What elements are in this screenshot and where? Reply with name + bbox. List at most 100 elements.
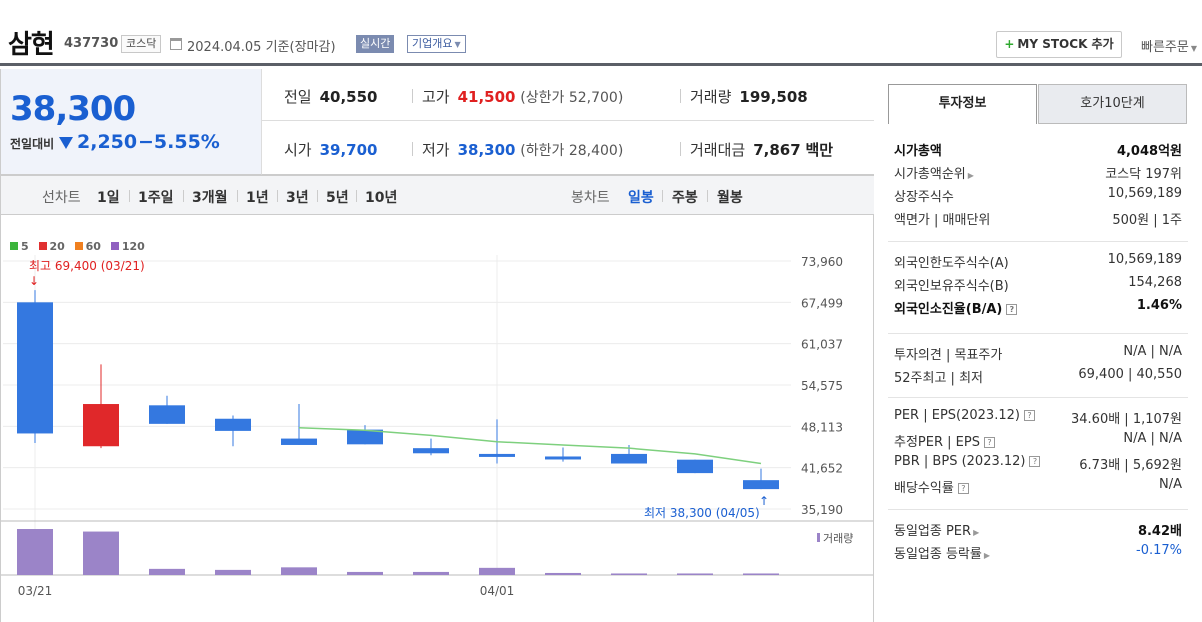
info-row[interactable]: 동일업종 등락률 ▶ -0.17% [888, 539, 1188, 562]
quote-label: 거래대금 [690, 141, 746, 159]
volume-bar [611, 573, 647, 575]
candle-monthly[interactable]: 월봉 [717, 190, 743, 206]
quote-open: 시가 39,700 [284, 139, 378, 160]
info-row: 52주최고 | 최저 69,400 | 40,550 [888, 363, 1188, 386]
quick-order-dropdown[interactable]: 빠른주문 ▼ [1141, 36, 1197, 55]
candle-body [479, 453, 515, 457]
candle-body [17, 302, 53, 434]
market-badge: 코스닥 [121, 35, 162, 53]
quote-value: 39,700 [319, 141, 378, 159]
arrow-down-icon: ↓ [29, 274, 39, 288]
period-5y[interactable]: 5년 [326, 190, 349, 206]
period-3m[interactable]: 3개월 [192, 190, 228, 206]
info-group-foreign: 외국인한도주식수(A) 10,569,189 외국인보유주식수(B) 154,268 외… [888, 241, 1188, 317]
y-tick-label: 73,960 [801, 255, 843, 269]
info-row[interactable]: 시가총액순위 ▶ 코스닥 197위 [888, 159, 1188, 182]
price-chart: 5 20 60 120 73,960 67,499 61,037 54,575 48,1… [0, 215, 874, 622]
candle-daily[interactable]: 일봉 [628, 190, 654, 206]
chart-canvas[interactable]: 73,960 67,499 61,037 54,575 48,113 41,652 35,1… [1, 215, 873, 622]
chevron-right-icon: ▶ [973, 528, 980, 537]
y-tick-label: 35,190 [801, 503, 843, 517]
info-key-text: 동일업종 등락률 [894, 547, 982, 562]
date-basis: 2024.04.05 기준(장마감) [187, 36, 336, 55]
info-key-text: PBR | BPS (2023.12) [894, 454, 1026, 469]
realtime-button[interactable]: 실시간 [356, 35, 395, 53]
info-row: 추정PER | EPS? N/A | N/A [888, 427, 1188, 450]
info-value: 500원 | 1주 [1112, 213, 1182, 228]
legend-ma5: 5 [10, 240, 29, 253]
candle-weekly[interactable]: 주봉 [672, 190, 698, 206]
info-key: 시가총액순위 ▶ [894, 163, 974, 182]
help-icon[interactable]: ? [1006, 304, 1018, 315]
volume-bar [149, 568, 185, 575]
info-key-text: 동일업종 PER [894, 524, 972, 539]
info-tabs: 투자정보 호가10단계 [888, 84, 1188, 124]
volume-bar [347, 571, 383, 575]
info-value: 6.73배 | 5,692원 [1079, 458, 1182, 473]
divider [129, 190, 130, 202]
info-key: 외국인한도주식수(A) [894, 252, 1009, 271]
legend-label: 60 [85, 240, 101, 253]
info-row: 투자의견 | 목표주가 N/A | N/A [888, 340, 1188, 363]
period-1y[interactable]: 1년 [246, 190, 269, 206]
info-key: PER | EPS(2023.12)? [894, 408, 1035, 423]
caret-down-icon: ▼ [454, 40, 461, 49]
info-key-text: 외국인한도주식수(A) [894, 256, 1009, 271]
candle-body [215, 418, 251, 431]
tab-invest-info[interactable]: 투자정보 [888, 84, 1037, 124]
legend-swatch [110, 242, 119, 250]
info-row[interactable]: 동일업종 PER ▶ 8.42배 [888, 516, 1188, 539]
company-info-dropdown[interactable]: 기업개요 ▼ [407, 35, 466, 53]
info-key-text: 52주최고 | 최저 [894, 371, 983, 386]
help-icon[interactable]: ? [1023, 410, 1035, 421]
tab-orderbook[interactable]: 호가10단계 [1038, 84, 1187, 124]
quote-row: 시가 39,700 저가 38,300 (하한가 28,400) 거래대금 7,867… [262, 122, 874, 174]
info-row: 액면가 | 매매단위 500원 | 1주 [888, 205, 1188, 228]
info-key: 배당수익률? [894, 477, 969, 496]
info-value: 69,400 | 40,550 [1078, 367, 1182, 382]
info-key-text: 배당수익률 [894, 481, 954, 496]
y-tick-label: 41,652 [801, 462, 843, 476]
down-triangle-icon [59, 137, 73, 149]
info-key: 동일업종 PER ▶ [894, 520, 979, 539]
add-mystock-label: MY STOCK 추가 [1017, 37, 1114, 51]
info-row: 상장주식수 10,569,189 [888, 182, 1188, 205]
period-10y[interactable]: 10년 [365, 190, 398, 206]
basis-value: 기준(장마감) [265, 40, 336, 55]
candle-body [281, 438, 317, 445]
candle-body [413, 448, 449, 454]
info-key: 추정PER | EPS? [894, 431, 995, 450]
line-chart-label: 선차트 [42, 190, 81, 206]
quote-low: 저가 38,300 (하한가 28,400) [411, 139, 624, 160]
divider [237, 190, 238, 202]
help-icon[interactable]: ? [983, 437, 995, 448]
quote-prev: 전일 40,550 [284, 86, 378, 107]
y-tick-label: 61,037 [801, 338, 843, 352]
add-mystock-button[interactable]: + MY STOCK 추가 [996, 31, 1122, 58]
candle-body [545, 456, 581, 460]
info-key-text: 시가총액순위 [894, 167, 966, 182]
ma5-line [298, 426, 762, 465]
quote-grid: 전일 40,550 고가 41,500 (상한가 52,700) 거래량 199,50… [262, 69, 874, 175]
legend-label: 120 [121, 240, 145, 253]
company-info-label: 기업개요 [412, 37, 453, 50]
quote-value: 41,500 [457, 88, 516, 106]
volume-legend-label: 거래량 [823, 532, 853, 545]
lower-limit: (하한가 28,400) [520, 143, 624, 159]
period-1w[interactable]: 1주일 [138, 190, 174, 206]
candle-body [743, 480, 779, 490]
volume-bar [479, 567, 515, 575]
arrow-up-icon: ↑ [759, 494, 769, 508]
period-3y[interactable]: 3년 [286, 190, 309, 206]
info-value: 1.46% [1136, 298, 1182, 313]
help-icon[interactable]: ? [957, 483, 969, 494]
quote-label: 시가 [284, 141, 312, 159]
stock-name: 삼현 [8, 30, 55, 60]
info-key-text: PER | EPS(2023.12) [894, 408, 1020, 423]
help-icon[interactable]: ? [1029, 456, 1041, 467]
info-key: 상장주식수 [894, 186, 954, 205]
quote-value: 7,867 [753, 141, 801, 159]
info-value: N/A | N/A [1123, 344, 1182, 359]
info-key-text: 투자의견 | 목표주가 [894, 348, 1003, 363]
period-1d[interactable]: 1일 [97, 190, 120, 206]
